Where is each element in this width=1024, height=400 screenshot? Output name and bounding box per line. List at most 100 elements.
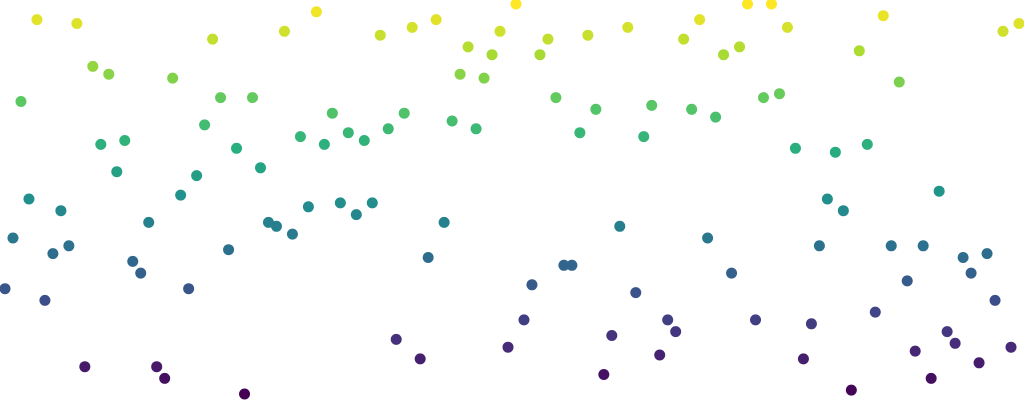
scatter-point [398,107,410,119]
scatter-point [175,189,187,201]
scatter-point [694,14,706,26]
scatter-point [31,14,43,26]
scatter-point [430,14,442,26]
scatter-point [7,232,19,244]
scatter-point [302,201,314,213]
scatter-point [39,294,51,306]
scatter-point [718,49,730,61]
scatter-point [813,240,825,252]
scatter-point [278,25,290,37]
scatter-point [550,92,562,104]
scatter-point [247,92,259,104]
scatter-point [750,314,762,326]
scatter-point [422,252,434,263]
scatter-point [702,232,714,244]
scatter-point [973,357,985,369]
scatter-point [23,193,35,205]
scatter-point [231,142,243,154]
scatter-point [957,252,969,263]
scatter-point [869,306,881,318]
scatter-point [885,240,897,252]
scatter-point [742,0,754,10]
scatter-point [95,138,107,150]
scatter-point [837,205,849,217]
scatter-point [215,92,227,104]
scatter-point [877,10,889,22]
scatter-point [103,68,115,80]
scatter-point [223,244,235,256]
scatter-point [797,353,809,365]
scatter-point [79,361,91,373]
scatter-point [87,60,99,72]
scatter-point [239,388,251,400]
scatter-point [630,287,642,299]
scatter-point [486,49,498,61]
scatter-point [334,197,346,209]
scatter-point [119,135,131,146]
scatter-point [366,197,378,209]
scatter-point [758,92,770,104]
scatter-point [438,216,450,228]
scatter-point [893,76,905,88]
scatter-point [502,341,514,353]
scatter-point [446,115,458,127]
scatter-point [606,330,618,341]
scatter-point [901,275,913,287]
scatter-point [326,107,338,119]
scatter-point [534,49,546,61]
scatter-point [358,135,370,146]
scatter-point [462,41,474,53]
scatter-point [861,138,873,150]
scatter-point [789,142,801,154]
scatter-point [845,384,857,396]
scatter-point [199,119,211,131]
scatter-point [941,326,953,338]
scatter-point [654,349,666,361]
scatter-point [111,166,123,178]
scatter-point [989,294,1001,306]
scatter-point [566,259,578,271]
scatter-point [1005,341,1017,353]
scatter-point [821,193,833,205]
scatter-point [670,326,682,338]
scatter-point [726,267,738,279]
scatter-point [710,111,722,123]
scatter-point [470,123,482,135]
scatter-point [318,138,330,150]
scatter-point [622,21,634,33]
scatter-point [494,25,506,37]
scatter-point [159,372,171,384]
scatter-point [662,314,674,326]
scatter-point [646,99,658,111]
scatter-point [406,21,418,33]
scatter-point [15,96,27,107]
scatter-point [135,267,147,279]
scatter-point [47,248,59,260]
scatter-point [590,103,602,115]
scatter-point [997,25,1009,37]
scatter-point [390,333,402,345]
scatter-point [909,345,921,357]
scatter-point [143,216,155,228]
scatter-point [805,318,817,330]
scatter-point [207,33,219,45]
scatter-point [678,33,690,45]
scatter-point [981,248,993,260]
scatter-point [638,131,650,143]
scatter-point [598,369,610,380]
scatter-point [374,29,386,41]
scatter-point [254,162,266,174]
scatter-point [542,33,554,45]
scatter-point [55,205,67,217]
scatter-point [965,267,977,279]
scatter-point [454,68,466,80]
scatter-point [510,0,522,10]
scatter-point [949,337,961,349]
scatter-point [518,314,530,326]
scatter-point [574,127,586,139]
scatter-point [781,21,793,33]
scatter-point [478,72,490,84]
scatter-point [853,45,865,57]
scatter-point [151,361,163,373]
